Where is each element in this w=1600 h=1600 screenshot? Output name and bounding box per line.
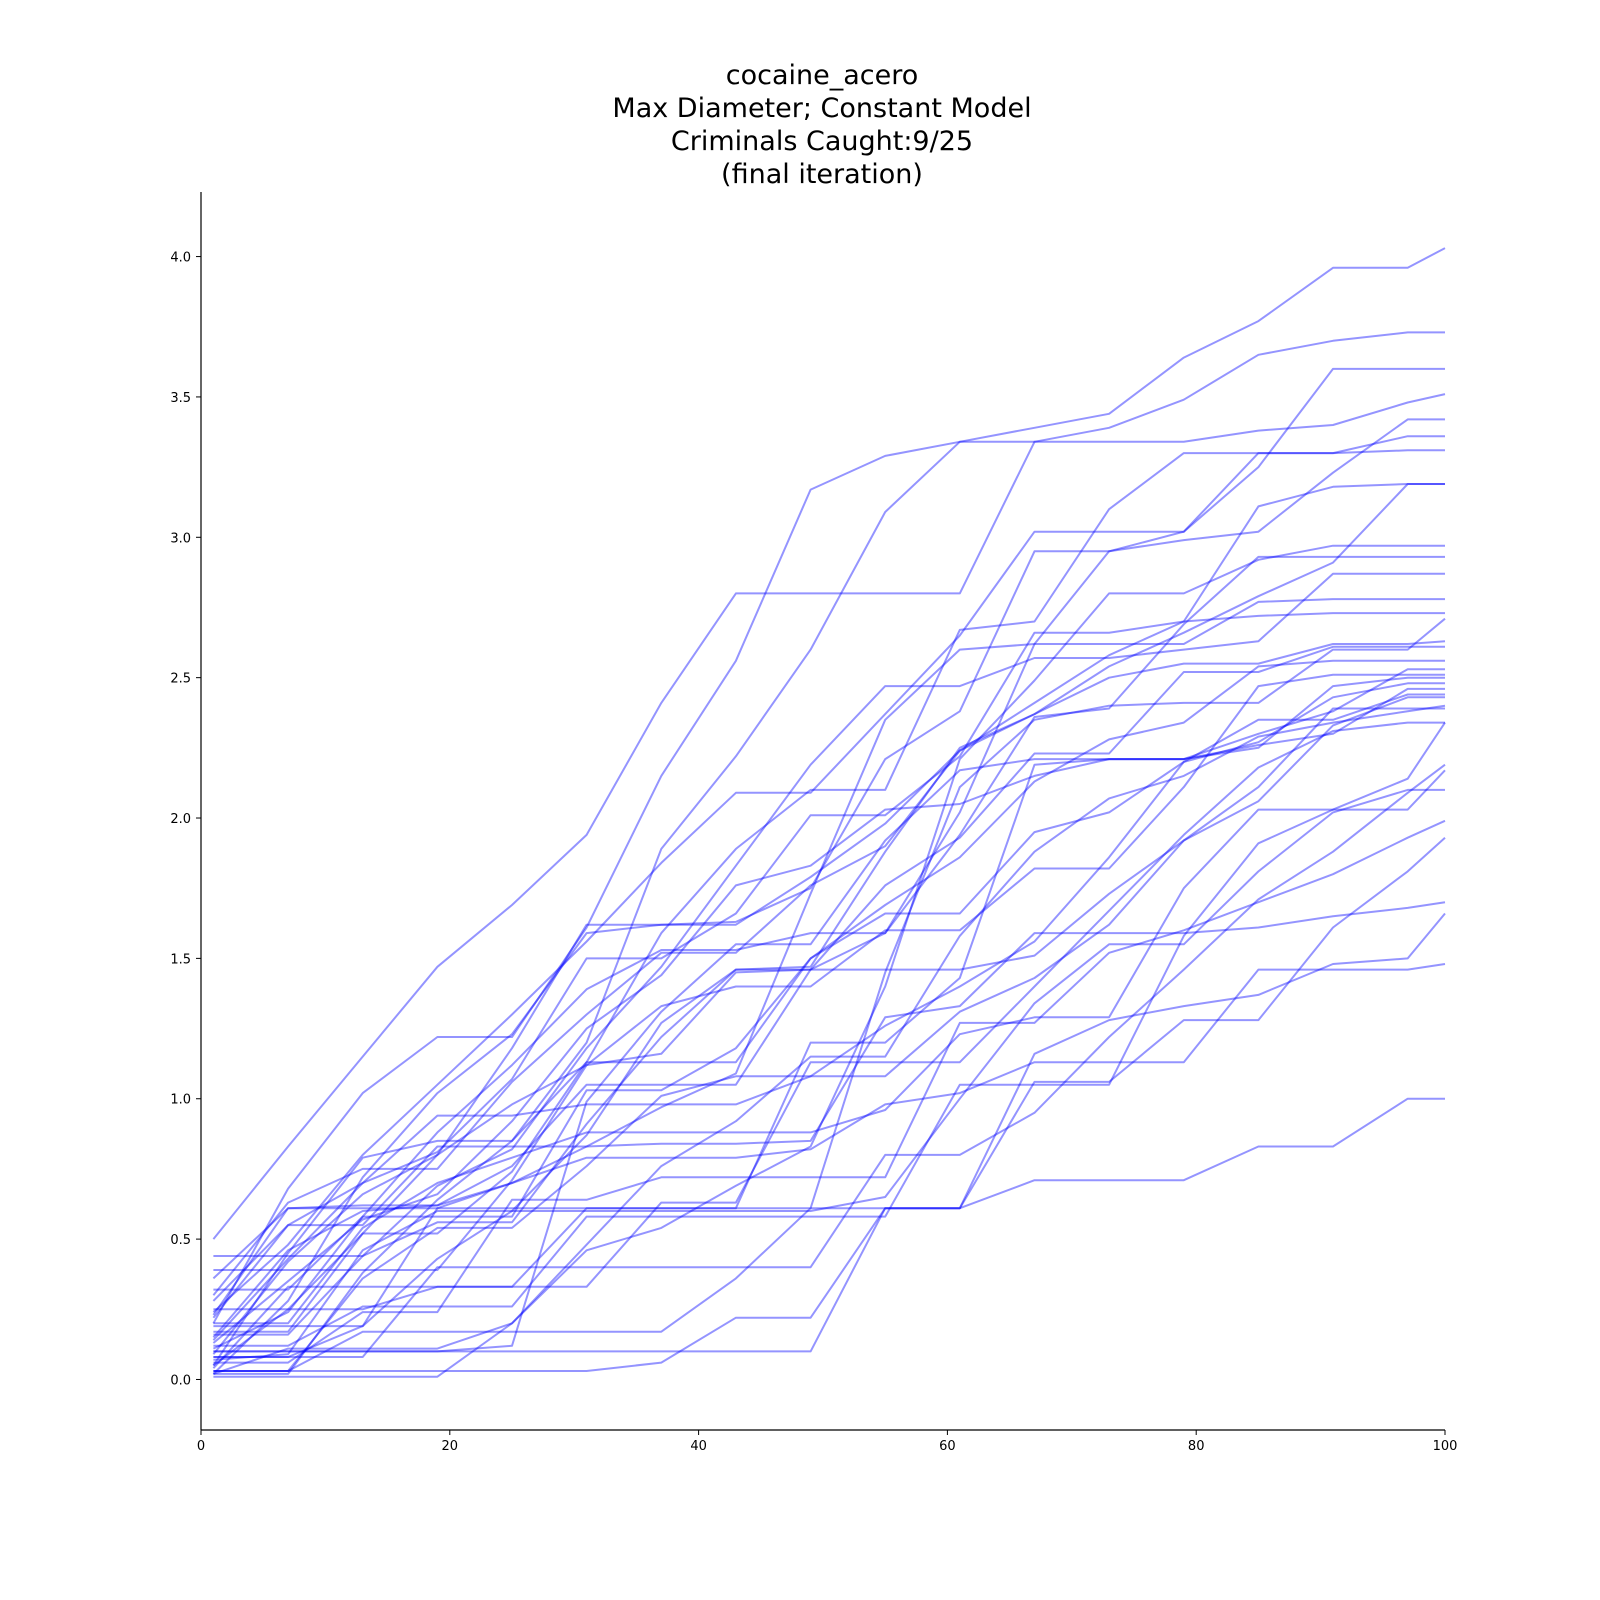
x-tick-label: 60 (939, 1439, 956, 1454)
series-line (213, 682, 1445, 1372)
series-line (213, 645, 1445, 1361)
series-line (212, 612, 1445, 1296)
series-line (213, 449, 1445, 1375)
series-line (213, 819, 1446, 1364)
x-tick-label: 40 (690, 1439, 707, 1454)
series-line (212, 367, 1445, 1375)
series-line (213, 673, 1445, 1271)
series-line (213, 912, 1446, 1353)
x-tick-label: 80 (1188, 1439, 1205, 1454)
series-line (213, 572, 1445, 1257)
series-line (212, 617, 1446, 1369)
series-group (212, 247, 1446, 1378)
series-line (213, 769, 1446, 1325)
series-line (212, 483, 1445, 1341)
series-line (212, 331, 1445, 1366)
y-tick-label: 4.0 (170, 251, 191, 266)
chart-title-line: Max Diameter; Constant Model (612, 93, 1031, 124)
series-line (212, 555, 1445, 1350)
series-line (213, 693, 1445, 1291)
y-tick-label: 2.0 (170, 812, 191, 827)
series-line (212, 393, 1446, 1240)
series-line (213, 722, 1446, 1347)
x-ticks: 0 20 40 60 80 100 (197, 1430, 1458, 1454)
y-tick-label: 3.0 (170, 531, 191, 546)
y-ticks: 0.0 0.5 1.0 1.5 2.0 2.5 3.0 3.5 4.0 (170, 251, 201, 1388)
series-line (212, 668, 1445, 1316)
chart-title-line: cocaine_acero (726, 60, 919, 91)
series-line (213, 483, 1445, 1311)
series-line (213, 836, 1446, 1372)
series-line (213, 704, 1446, 1378)
series-line (212, 676, 1445, 1344)
y-tick-label: 1.5 (170, 952, 191, 967)
series-line (213, 788, 1445, 1358)
y-tick-label: 2.5 (170, 672, 191, 687)
series-line (213, 687, 1445, 1353)
x-tick-label: 20 (442, 1439, 459, 1454)
chart-title: cocaine_acero Max Diameter; Constant Mod… (612, 60, 1031, 190)
series-line (212, 721, 1445, 1367)
series-line (213, 640, 1446, 1336)
y-tick-label: 0.0 (170, 1373, 191, 1388)
series-line (212, 707, 1445, 1339)
x-tick-label: 0 (197, 1439, 205, 1454)
y-tick-label: 1.0 (170, 1093, 191, 1108)
series-line (213, 544, 1445, 1375)
chart-title-line: Criminals Caught:9/25 (671, 126, 973, 157)
series-line (213, 659, 1445, 1333)
series-line (213, 963, 1446, 1328)
series-line (213, 763, 1446, 1358)
series-line (212, 901, 1446, 1302)
x-tick-label: 100 (1433, 1439, 1458, 1454)
series-line (212, 418, 1445, 1280)
series-line (212, 247, 1446, 1324)
series-line (213, 1097, 1445, 1372)
series-line (212, 598, 1445, 1355)
axes (200, 192, 1445, 1431)
y-tick-label: 0.5 (170, 1233, 191, 1248)
series-line (212, 435, 1445, 1313)
series-line (212, 696, 1445, 1319)
chart-title-line: (final iteration) (721, 159, 923, 190)
y-tick-label: 3.5 (170, 391, 191, 406)
